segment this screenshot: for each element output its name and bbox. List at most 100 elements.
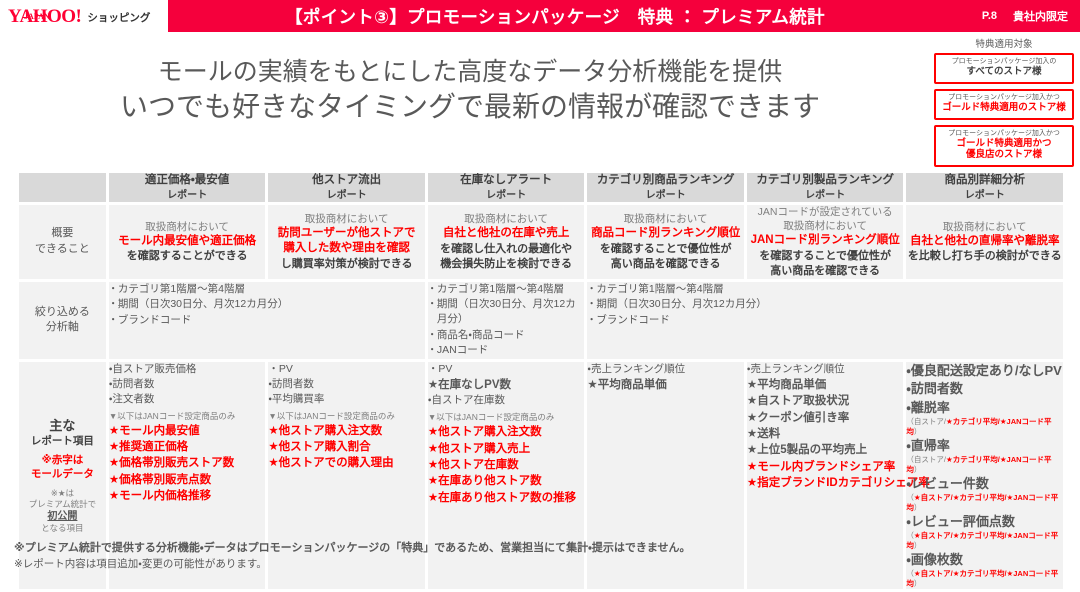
report-item: ・訪問者数 [268, 377, 314, 390]
badge-main: ゴールド特典適用かつ 優良店のストア様 [956, 137, 1052, 160]
column-subtitle: レポート [486, 189, 527, 201]
overview-highlight: 訪問ユーザーが他ストアで 購入した数や理由を確認 [277, 226, 416, 255]
items-cell-other-store-outflow: ・PV ・訪問者数 ・平均購買率 ▼以下はJANコード設定商品のみ ★他ストア購入注文数… [268, 362, 425, 589]
report-item-highlight: ★他ストアでの購入理由 [268, 457, 394, 470]
yahoo-japan-shopping-logo[interactable]: YAHOO! JAPAN ショッピング [0, 0, 168, 32]
report-item: ★上位5製品の平均売上 [746, 444, 868, 457]
report-item-highlight: ★価格帯別販売ストア数 [108, 457, 235, 470]
report-item-highlight: ★在庫あり他ストア数の推移 [427, 491, 577, 504]
report-item: ・レビュー件数 [906, 475, 989, 491]
report-item: ・直帰率 [906, 437, 950, 453]
badge-sub: プロモーションパッケージ加入の [951, 58, 1057, 65]
column-header-fair-price: 適正価格・最安値 レポート [108, 173, 266, 203]
footer-note-1: ※プレミアム統計で提供する分析機能・データはプロモーションパッケージの「特典」で… [14, 542, 691, 554]
report-item-highlight: ★他ストア購入割合 [268, 441, 371, 454]
footer-notes: ※プレミアム統計で提供する分析機能・データはプロモーションパッケージの「特典」で… [14, 540, 1064, 572]
badge-gold-stores: プロモーションパッケージ加入かつ ゴールド特典適用のストア様 [934, 88, 1074, 120]
row-label-line-2: 分析軸 [45, 321, 79, 334]
column-header-category-product-ranking: カテゴリ別商品ランキング レポート [587, 173, 744, 203]
report-item: ・自ストア在庫数 [427, 394, 505, 407]
overview-pre: 取扱商材において [942, 220, 1027, 233]
items-list: ・自ストア販売価格 ・訪問者数 ・注文者数 ▼以下はJANコード設定商品のみ ★モール内… [109, 362, 266, 504]
column-subtitle: レポート [645, 189, 686, 201]
column-subtitle: レポート [326, 189, 367, 201]
axis-item: 期間（日次30日分、月次12カ月分） [108, 297, 425, 312]
main-label-line-2: レポート項目 [30, 435, 94, 448]
axis-cell-group-1: カテゴリ第1階層〜第4階層 期間（日次30日分、月次12カ月分） ブランドコード [108, 281, 425, 359]
overview-cell: 取扱商材において 自社と他社の在庫や売上 を確認し仕入れの最適化や 機会損失防止を… [427, 205, 585, 279]
report-item: ★送料 [746, 427, 781, 440]
row-label-line-1: 絞り込める [34, 305, 90, 318]
column-title: カテゴリ別製品ランキング [756, 174, 894, 186]
report-item: ・レビュー評価点数 [906, 513, 1015, 529]
premium-statistics-report-table: 適正価格・最安値 レポート 他ストア流出 レポート 在庫なしアラート レポート … [16, 170, 1066, 592]
column-subtitle: レポート [964, 189, 1005, 201]
badge-gold-premium-stores: プロモーションパッケージ加入かつ ゴールド特典適用かつ 優良店のストア様 [934, 124, 1074, 167]
column-header-out-of-stock-alert: 在庫なしアラート レポート [427, 173, 585, 203]
report-item: ★平均商品単価 [587, 378, 667, 391]
report-item: ・画像枚数 [906, 551, 963, 567]
report-item-highlight: ★在庫あり他ストア数 [427, 475, 542, 488]
overview-highlight: モール内最安値や適正価格 [118, 234, 257, 247]
header-corner-blank [19, 173, 106, 203]
report-item: ・訪問者数 [108, 377, 155, 390]
report-item-highlight: ★推奨適正価格 [108, 441, 189, 454]
overview-cell: 取扱商材において モール内最安値や適正価格 を確認することができる [108, 205, 266, 279]
axis-list: カテゴリ第1階層〜第4階層 期間（日次30日分、月次12カ月分） ブランドコード [586, 282, 1063, 328]
report-item-note: ▼以下はJANコード設定商品のみ [108, 410, 236, 421]
column-header-category-item-ranking: カテゴリ別製品ランキング レポート [746, 173, 904, 203]
overview-pre: 取扱商材において [623, 213, 708, 226]
items-cell-product-detail-analysis: ・優良配送設定あり/なしPV ・訪問者数 ・離脱率 （自ストア/★カテゴリ平均/★JA… [906, 362, 1063, 589]
column-subtitle: レポート [805, 189, 846, 201]
column-title: 在庫なしアラート [460, 174, 553, 186]
axis-item: ブランドコード [586, 313, 1063, 328]
headline-line-2: いつでも好きなタイミングで最新の情報が確認できます [119, 90, 820, 122]
overview-highlight: 自社と他社の直帰率や離脱率 [909, 234, 1060, 247]
overview-pre: 取扱商材において [464, 213, 548, 226]
yahoo-wordmark: YAHOO! [8, 5, 82, 27]
row-label-line-2: できること [35, 242, 90, 255]
overview-highlight: JANコード別ランキング順位 [750, 234, 900, 247]
page-number: P.8 [981, 10, 997, 22]
overview-pre: JANコードが設定されている 取扱商材において [757, 206, 893, 233]
column-title: 他ストア流出 [312, 174, 382, 186]
report-item: ・離脱率 [906, 399, 950, 415]
report-item: ・優良配送設定あり/なしPV [906, 363, 1062, 378]
items-list: ・PV ★在庫なしPV数 ・自ストア在庫数 ▼以下はJANコード設定商品のみ ★他ストア… [428, 362, 585, 506]
report-item: ★在庫なしPV数 [427, 378, 512, 391]
report-item: ・PV [427, 363, 453, 375]
items-list: ・売上ランキング順位 ★平均商品単価 [587, 362, 744, 393]
badge-all-stores: プロモーションパッケージ加入の すべてのストア様 [934, 53, 1074, 84]
confidential-label: 貴社内限定 [1013, 11, 1068, 23]
table-row-main-report-items: 主な レポート項目 ※赤字は モールデータ ※★は プレミアム統計で 初公開 となる項目… [19, 362, 1063, 589]
overview-pre: 取扱商材において [145, 220, 229, 233]
page-headline: モールの実績をもとにした高度なデータ分析機能を提供 いつでも好きなタイミングで最… [0, 56, 940, 125]
report-item-highlight: ★価格帯別販売点数 [108, 473, 212, 486]
star-note-pre: ※★は プレミアム統計で [28, 487, 97, 509]
overview-highlight: 商品コード別ランキング順位 [591, 227, 741, 240]
report-item-highlight: ★モール内価格推移 [108, 490, 212, 503]
report-item-highlight: ★モール内ブランドシェア率 [746, 460, 896, 473]
items-cell-category-item-ranking: ・売上ランキング順位 ★平均商品単価 ★自ストア取扱状況 ★クーポン値引き率 ★送料 ★上… [746, 362, 930, 589]
column-title: カテゴリ別商品ランキング [596, 174, 735, 186]
star-note-post: となる項目 [41, 522, 84, 533]
overview-pre: 取扱商材において [304, 212, 389, 225]
header-meta: P.8 貴社内限定 [982, 8, 1080, 24]
main-label-red-note: ※赤字は モールデータ [30, 454, 94, 481]
report-item: ・注文者数 [108, 392, 155, 405]
column-title: 商品別詳細分析 [944, 174, 1025, 186]
axis-item: 期間（日次30日分、月次12カ月分） [427, 297, 585, 326]
axis-item: カテゴリ第1階層〜第4階層 [427, 282, 585, 297]
report-item-highlight: ★他ストア購入注文数 [268, 424, 383, 437]
report-item: ・PV [268, 363, 293, 375]
report-item-sublabel: （自ストア/★カテゴリ平均/★JANコード平均） [906, 455, 1052, 475]
report-item-note: ▼以下はJANコード設定商品のみ [427, 412, 555, 423]
axis-cell-group-3: カテゴリ第1階層〜第4階層 期間（日次30日分、月次12カ月分） ブランドコード [586, 281, 1063, 359]
items-cell-out-of-stock-alert: ・PV ★在庫なしPV数 ・自ストア在庫数 ▼以下はJANコード設定商品のみ ★他ストア… [427, 362, 585, 589]
column-header-other-store-outflow: 他ストア流出 レポート [268, 173, 425, 203]
items-list-detailed: ・優良配送設定あり/なしPV ・訪問者数 ・離脱率 （自ストア/★カテゴリ平均/★JA… [906, 362, 1063, 589]
items-list: ・売上ランキング順位 ★平均商品単価 ★自ストア取扱状況 ★クーポン値引き率 ★送料 ★上… [746, 362, 930, 491]
overview-cell: 取扱商材において 商品コード別ランキング順位 を確認することで優位性が 高い商品を… [587, 205, 744, 279]
report-item: ・売上ランキング順位 [587, 363, 686, 375]
axis-item: JANコード [427, 343, 585, 358]
